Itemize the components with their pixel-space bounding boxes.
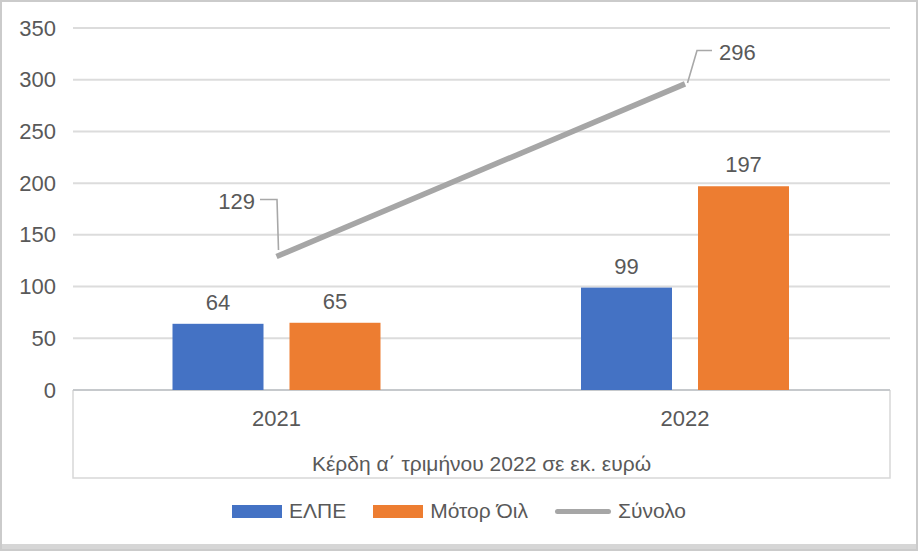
legend-swatch-elpe (232, 505, 282, 518)
leader-line (688, 51, 713, 84)
total-line (277, 84, 686, 257)
bar-label-motor-oil-2022: 197 (725, 152, 762, 177)
y-tick-label: 50 (32, 326, 56, 351)
category-label-2021: 2021 (252, 406, 301, 431)
bar-motor-oil-2022 (698, 186, 789, 390)
bottom-strip (0, 544, 918, 551)
y-tick-label: 150 (19, 222, 56, 247)
legend-item-synolo: Σύνολο (555, 499, 686, 523)
bar-elpe-2022 (581, 288, 672, 390)
legend: ΕΛΠΕ Μότορ Όιλ Σύνολο (0, 499, 918, 523)
leader-line (260, 200, 279, 251)
bar-label-motor-oil-2021: 65 (323, 289, 347, 314)
legend-label-motor-oil: Μότορ Όιλ (430, 499, 528, 523)
y-tick-label: 200 (19, 171, 56, 196)
y-tick-label: 100 (19, 274, 56, 299)
y-tick-label: 0 (44, 378, 56, 403)
y-tick-label: 350 (19, 16, 56, 41)
legend-swatch-motor-oil (373, 505, 423, 518)
legend-item-elpe: ΕΛΠΕ (232, 499, 346, 523)
legend-label-synolo: Σύνολο (618, 499, 686, 523)
bar-motor-oil-2021 (290, 323, 381, 390)
legend-line-synolo (555, 509, 611, 514)
y-tick-label: 300 (19, 67, 56, 92)
bar-elpe-2021 (173, 324, 264, 390)
bar-label-elpe-2021: 64 (206, 290, 230, 315)
axis-title: Κέρδη α΄ τριμήνου 2022 σε εκ. ευρώ (73, 451, 890, 476)
y-tick-label: 250 (19, 119, 56, 144)
category-label-2022: 2022 (661, 406, 710, 431)
total-label-2022: 296 (719, 40, 756, 65)
legend-label-elpe: ΕΛΠΕ (289, 499, 346, 523)
legend-item-motor-oil: Μότορ Όιλ (373, 499, 528, 523)
total-label-2021: 129 (218, 189, 255, 214)
bar-label-elpe-2022: 99 (614, 254, 638, 279)
chart-image: 0 50 100 150 200 250 300 350 64 65 2021 99 197 2022 12… (0, 0, 918, 551)
